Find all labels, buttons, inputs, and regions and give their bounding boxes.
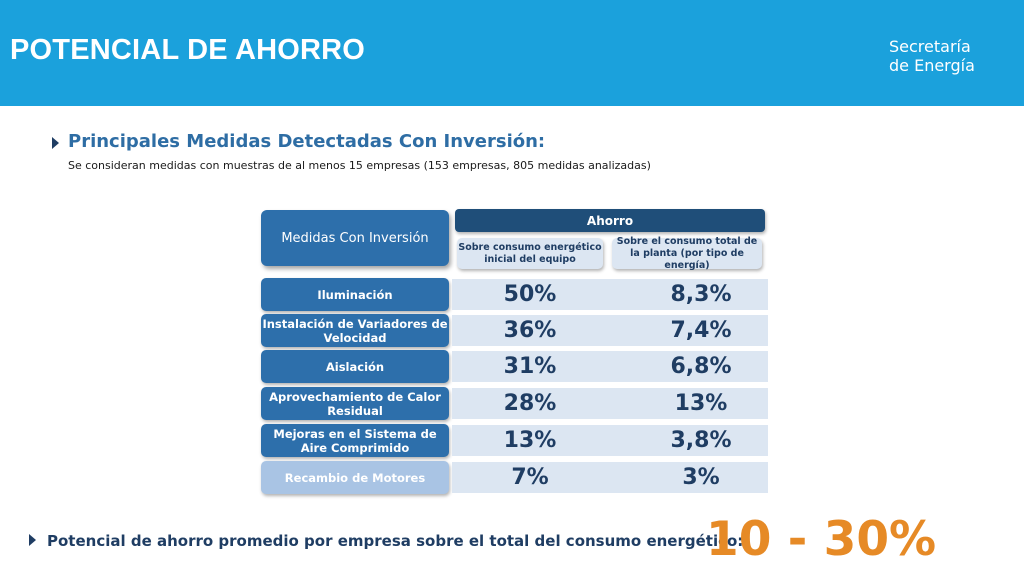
plant-savings-value: 8,3% bbox=[670, 282, 732, 307]
table-row bbox=[452, 425, 768, 456]
table-row bbox=[452, 279, 768, 310]
brand-logo: Secretaría de Energía bbox=[889, 37, 975, 75]
measure-label: Mejoras en el Sistema de Aire Comprimido bbox=[261, 424, 449, 457]
equipment-savings-value: 7% bbox=[511, 465, 549, 490]
equipment-savings-value: 28% bbox=[503, 391, 557, 416]
measure-label: Instalación de Variadores de Velocidad bbox=[261, 314, 449, 347]
table-row bbox=[452, 351, 768, 382]
header-bar: POTENCIAL DE AHORRO Secretaría de Energí… bbox=[0, 0, 1024, 106]
equipment-savings-value: 13% bbox=[503, 428, 557, 453]
summary-text: Potencial de ahorro promedio por empresa… bbox=[47, 532, 744, 550]
page-title: POTENCIAL DE AHORRO bbox=[10, 34, 366, 66]
table-row bbox=[452, 315, 768, 346]
plant-savings-value: 6,8% bbox=[670, 354, 732, 379]
measures-header: Medidas Con Inversión bbox=[261, 210, 449, 266]
col-equipment-header: Sobre consumo energético inicial del equ… bbox=[457, 238, 603, 269]
plant-savings-value: 3,8% bbox=[670, 428, 732, 453]
bullet-arrow-icon bbox=[52, 137, 59, 149]
equipment-savings-value: 31% bbox=[503, 354, 557, 379]
equipment-savings-value: 50% bbox=[503, 282, 557, 307]
measure-label: Aislación bbox=[261, 350, 449, 383]
table-row bbox=[452, 462, 768, 493]
brand-line-2: de Energía bbox=[889, 56, 975, 75]
table-row bbox=[452, 388, 768, 419]
measure-label: Aprovechamiento de Calor Residual bbox=[261, 387, 449, 420]
section-heading: Principales Medidas Detectadas Con Inver… bbox=[68, 131, 546, 152]
plant-savings-value: 13% bbox=[674, 391, 728, 416]
bullet-arrow-icon bbox=[29, 534, 36, 546]
plant-savings-value: 3% bbox=[682, 465, 720, 490]
equipment-savings-value: 36% bbox=[503, 318, 557, 343]
col-plant-header: Sobre el consumo total de la planta (por… bbox=[612, 236, 762, 271]
savings-header: Ahorro bbox=[455, 209, 765, 232]
measure-label: Recambio de Motores bbox=[261, 461, 449, 494]
measure-label: Iluminación bbox=[261, 278, 449, 311]
section-note: Se consideran medidas con muestras de al… bbox=[68, 159, 651, 172]
plant-savings-value: 7,4% bbox=[670, 318, 732, 343]
summary-range: 10 - 30% bbox=[706, 512, 937, 567]
brand-line-1: Secretaría bbox=[889, 37, 971, 56]
